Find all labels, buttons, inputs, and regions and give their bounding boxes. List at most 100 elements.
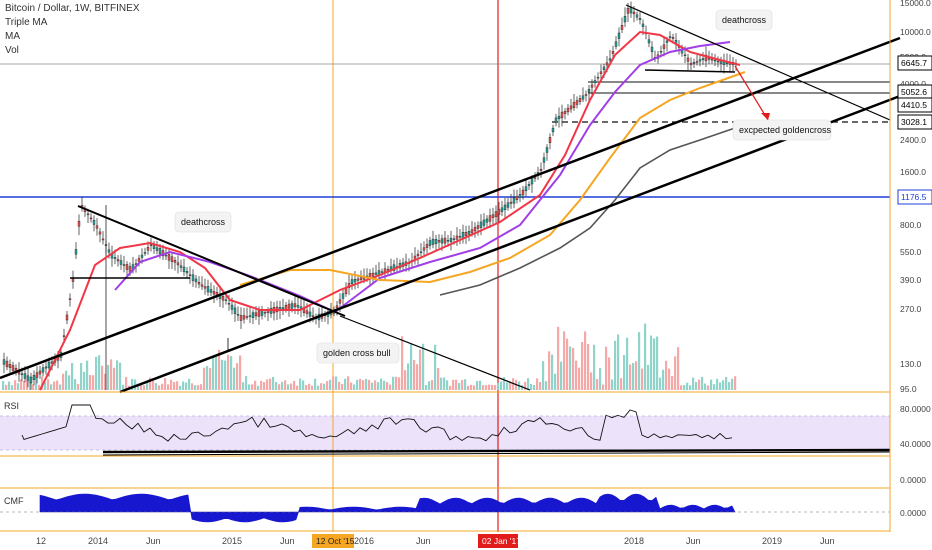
ma-red	[39, 30, 741, 391]
volume-bar	[206, 366, 209, 390]
volume-bar	[629, 364, 632, 390]
volume-bar	[107, 364, 110, 390]
volume-bar	[683, 385, 686, 390]
volume-bar	[155, 383, 158, 390]
volume-bar	[188, 378, 191, 390]
volume-bar	[701, 376, 704, 390]
candle-body	[575, 100, 579, 105]
chart-title: Bitcoin / Dollar, 1W, BITFINEX	[5, 3, 140, 14]
candle-body	[62, 335, 66, 337]
volume-bar	[35, 376, 38, 390]
candle-body	[539, 168, 543, 172]
candle-body	[515, 196, 519, 200]
candle-body	[428, 240, 432, 246]
trend-channel-lower	[119, 94, 901, 394]
rsi-line	[21, 404, 733, 442]
candle-body	[116, 259, 120, 262]
volume-bar	[632, 362, 635, 390]
candle-body	[164, 254, 168, 257]
candle-body	[188, 274, 192, 276]
volume-bar	[59, 384, 62, 390]
candle-body	[197, 282, 201, 285]
volume-bar	[710, 379, 713, 390]
candle-body	[113, 257, 117, 259]
candle-body	[203, 286, 207, 289]
note-deathcross-left-box	[174, 211, 232, 233]
candle-body	[533, 177, 537, 179]
volume-bar	[161, 383, 164, 390]
candle-body	[281, 307, 285, 309]
rsi-tick-40: 40.0000	[900, 439, 931, 449]
volume-bar	[20, 379, 23, 390]
indicator-ma[interactable]: MA	[5, 31, 20, 42]
volume-bar	[278, 384, 281, 390]
volume-bar	[74, 379, 77, 390]
volume-bar	[257, 385, 260, 390]
volume-bar	[374, 380, 377, 390]
volume-bar	[650, 335, 653, 390]
candle-body	[185, 271, 189, 274]
volume-bar	[44, 381, 47, 390]
volume-bar	[83, 371, 86, 390]
volume-bar	[200, 384, 203, 390]
note-golden-cross-bull: golden cross bull	[323, 348, 391, 358]
volume-bar	[407, 363, 410, 390]
indicator-triple-ma[interactable]: Triple MA	[5, 17, 48, 28]
candle-body	[671, 37, 675, 39]
candle-body	[521, 189, 525, 196]
ma-purple	[114, 41, 731, 314]
volume-bar	[158, 385, 161, 390]
candle-body	[494, 211, 498, 217]
volume-bar	[470, 384, 473, 390]
candle-body	[2, 359, 6, 365]
price-tick-label: 1600.0	[900, 167, 926, 177]
candle-body	[605, 62, 609, 66]
volume-bar	[95, 356, 98, 390]
volume-bar	[488, 384, 491, 390]
volume-bar	[89, 375, 92, 390]
candle-body	[572, 101, 576, 109]
candle-body	[92, 219, 96, 225]
volume-bar	[254, 380, 257, 390]
candle-body	[374, 272, 378, 275]
volume-bar	[332, 376, 335, 390]
volume-bar	[449, 385, 452, 390]
volume-bar	[224, 360, 227, 390]
volume-bar	[425, 385, 428, 390]
candle-body	[260, 310, 264, 316]
volume-bar	[680, 385, 683, 390]
price-tick-label: 130.0	[900, 359, 922, 369]
volume-bar	[140, 384, 143, 390]
volume-bar	[536, 378, 539, 390]
candle-body	[566, 107, 570, 113]
volume-bar	[383, 380, 386, 390]
chart-legend: Bitcoin / Dollar, 1W, BITFINEX Triple MA…	[5, 2, 139, 58]
indicator-volume[interactable]: Vol	[5, 45, 19, 56]
volume-bar	[662, 369, 665, 390]
volume-bar	[677, 347, 680, 390]
volume-bar	[527, 378, 530, 390]
candle-body	[194, 278, 198, 283]
cmf-tick-zero: 0.0000	[900, 508, 926, 518]
price-tick-label: 10000.0	[900, 27, 931, 37]
volume-bar	[353, 384, 356, 390]
price-tag-label: 5052.6	[901, 87, 927, 97]
price-tick-label: 800.0	[900, 220, 922, 230]
candle-body	[713, 59, 717, 62]
volume-bar	[377, 382, 380, 390]
candle-body	[221, 296, 225, 301]
volume-bar	[143, 385, 146, 390]
volume-bar	[344, 378, 347, 390]
volume-bar	[539, 382, 542, 390]
volume-bar	[65, 370, 68, 390]
candle-body	[557, 115, 561, 120]
volume-bar	[62, 373, 65, 390]
candle-body	[380, 271, 384, 273]
candle-body	[287, 303, 291, 310]
volume-bar	[674, 356, 677, 390]
candle-body	[74, 249, 78, 255]
volume-bar	[647, 364, 650, 390]
volume-bar	[554, 373, 557, 390]
